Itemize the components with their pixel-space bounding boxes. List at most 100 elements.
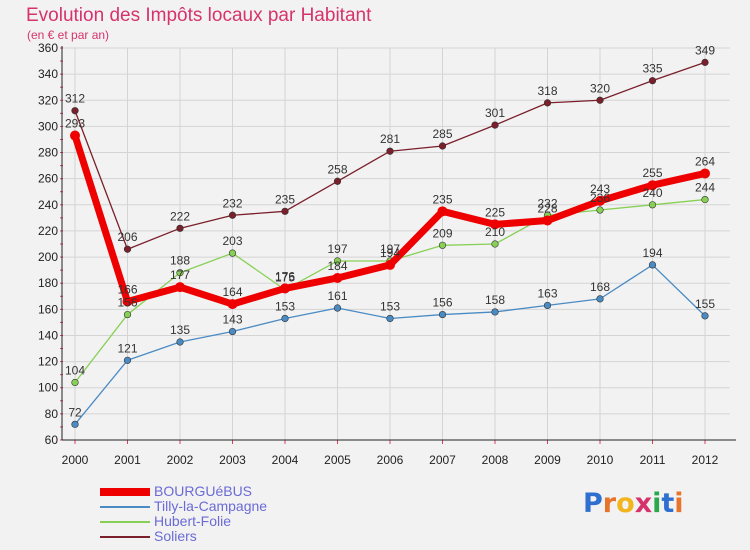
data-label: 203 [222, 234, 242, 248]
data-point [176, 224, 184, 232]
data-point [438, 310, 447, 319]
series-layer [70, 58, 710, 428]
data-point [123, 245, 132, 253]
y-tick-label: 300 [38, 119, 58, 133]
y-tick-label: 320 [38, 93, 58, 107]
data-point [227, 299, 238, 310]
data-label: 176 [275, 269, 295, 283]
data-label: 235 [432, 192, 452, 206]
data-point [333, 304, 342, 312]
y-tick-label: 60 [45, 433, 59, 447]
data-label: 255 [642, 166, 662, 180]
data-label: 232 [222, 196, 242, 210]
x-tick-label: 2002 [167, 453, 194, 467]
data-label: 209 [432, 226, 452, 240]
y-tick-label: 100 [38, 381, 58, 395]
logo-letter: i [652, 488, 662, 519]
data-point [596, 206, 604, 214]
data-point [490, 219, 500, 230]
legend-swatch [100, 536, 150, 538]
data-point [332, 272, 343, 283]
data-label: 166 [117, 282, 137, 296]
x-tick-label: 2003 [219, 453, 246, 467]
data-point [123, 310, 132, 319]
data-point [228, 249, 237, 257]
data-label: 197 [327, 242, 347, 256]
data-point [386, 147, 394, 155]
data-point [648, 201, 657, 209]
data-label: 206 [117, 230, 137, 244]
legend-swatch [100, 488, 150, 496]
legend-item: BOURGUéBUS [100, 484, 400, 499]
x-tick-label: 2011 [640, 453, 666, 467]
data-label: 222 [170, 209, 190, 223]
data-label: 349 [695, 43, 715, 57]
y-tick-label: 280 [38, 146, 58, 160]
x-tick-label: 2009 [534, 453, 561, 467]
x-tick-label: 2008 [482, 453, 509, 467]
data-point [701, 58, 709, 66]
data-point [71, 420, 79, 428]
data-label: 312 [65, 92, 85, 106]
logo-letter: o [616, 488, 635, 519]
data-label: 188 [170, 254, 190, 268]
data-point [701, 195, 709, 204]
data-point [386, 314, 394, 323]
data-label: 135 [170, 323, 190, 337]
data-label-layer: 293 166 177 164 176 184 194 235 225 228 243 255 264 7… [65, 43, 715, 419]
data-label: 264 [695, 154, 715, 168]
y-tick-label: 140 [38, 328, 58, 342]
data-point [71, 107, 79, 115]
data-label: 155 [695, 297, 715, 311]
data-point [491, 240, 499, 248]
data-label: 236 [590, 191, 610, 205]
x-tick-label: 2000 [62, 453, 89, 467]
legend-item: Soliers [100, 529, 400, 544]
data-label: 228 [537, 201, 557, 215]
legend-label: Soliers [154, 528, 197, 544]
data-point [543, 301, 552, 310]
x-tick-label: 2005 [324, 453, 351, 467]
data-label: 175 [275, 271, 295, 285]
data-label: 281 [380, 132, 400, 146]
data-label: 225 [485, 205, 505, 219]
data-point [71, 378, 79, 387]
data-label: 143 [222, 313, 242, 327]
legend: BOURGUéBUS Tilly-la-Campagne Hubert-Folie S… [100, 484, 400, 544]
y-tick-label: 120 [38, 355, 58, 369]
data-label: 163 [537, 286, 557, 300]
y-tick-label: 220 [38, 224, 58, 238]
x-tick-label: 2006 [377, 453, 404, 467]
line-chart: 60 80 100 120 140 160 180 200 220 240 260 280 300 320… [38, 41, 736, 467]
data-point [595, 195, 605, 206]
data-label: 194 [642, 246, 662, 260]
data-label: 240 [642, 186, 662, 200]
y-tick-label: 200 [38, 250, 58, 264]
data-label: 104 [65, 364, 85, 378]
data-point [596, 295, 604, 303]
data-point [176, 338, 184, 346]
data-point [123, 356, 132, 364]
data-label: 194 [380, 246, 400, 260]
data-label: 161 [327, 289, 347, 303]
legend-label: Hubert-Folie [154, 513, 232, 529]
data-point [333, 257, 342, 265]
legend-swatch [100, 506, 150, 508]
data-label: 197 [380, 242, 400, 256]
x-tick-label: 2001 [114, 453, 141, 467]
data-label: 177 [170, 268, 190, 282]
x-tick-label: 2007 [429, 453, 456, 467]
data-label: 156 [117, 296, 137, 310]
data-point [333, 177, 342, 185]
plot-area [62, 48, 730, 440]
data-label: 318 [537, 84, 557, 98]
y-tick-label: 160 [38, 302, 58, 316]
legend-item: Hubert-Folie [100, 514, 400, 529]
data-label: 158 [485, 293, 505, 307]
axis-layer: 60 80 100 120 140 160 180 200 220 240 260 280 300 320… [38, 41, 736, 467]
legend-label: BOURGUéBUS [154, 483, 253, 499]
data-point [700, 168, 710, 179]
logo-letter: i [674, 488, 684, 519]
data-point [648, 77, 657, 85]
